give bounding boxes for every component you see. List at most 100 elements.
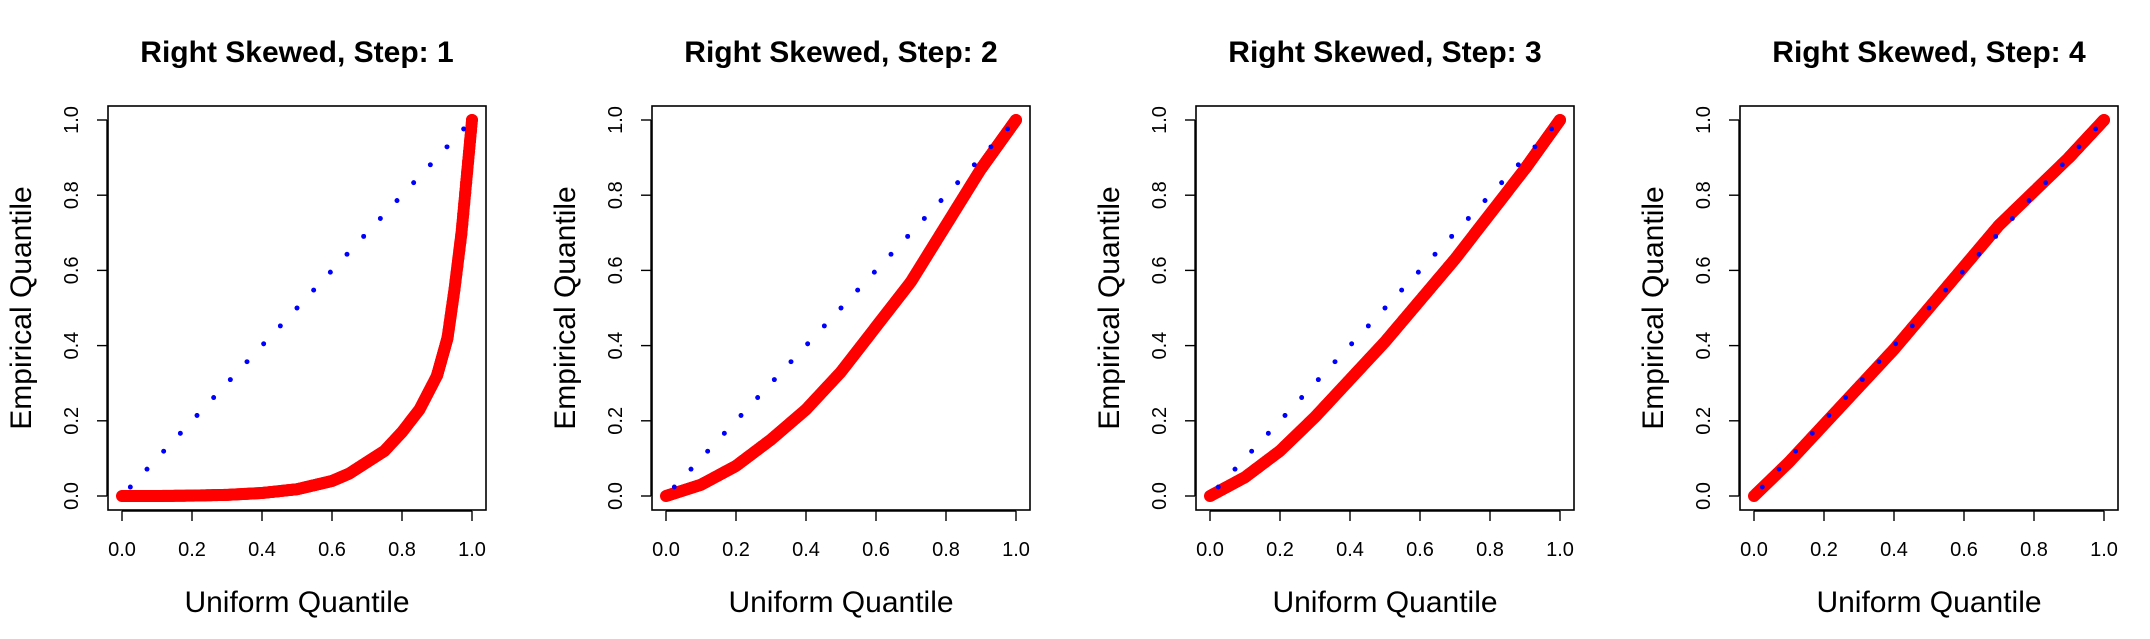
reference-dot-overlay: [1759, 484, 1765, 490]
y-tick-label: 1.0: [61, 106, 83, 134]
reference-dot-overlay: [1876, 359, 1882, 365]
reference-dot-overlay: [705, 448, 711, 454]
reference-dot-overlay: [1809, 430, 1815, 436]
reference-dot-overlay: [1976, 251, 1982, 257]
reference-dot-overlay: [1549, 126, 1555, 132]
chart-title: Right Skewed, Step: 2: [684, 36, 997, 69]
x-tick-label: 0.6: [862, 539, 890, 561]
y-tick-label: 0.2: [605, 407, 627, 435]
reference-dot-overlay: [444, 144, 450, 150]
reference-dot-overlay: [721, 430, 727, 436]
reference-dot-overlay: [938, 198, 944, 203]
data-point: [466, 114, 478, 126]
y-tick-label: 0.6: [1693, 256, 1715, 284]
reference-dot-overlay: [871, 269, 877, 275]
y-tick-label: 0.0: [1149, 482, 1171, 510]
y-tick-label: 0.2: [61, 407, 83, 435]
reference-dot-overlay: [1432, 251, 1438, 257]
reference-dot-overlay: [177, 430, 183, 436]
x-tick-label: 0.6: [1406, 539, 1434, 561]
y-tick-label: 0.8: [605, 181, 627, 209]
y-tick-label: 0.4: [605, 332, 627, 360]
x-tick-label: 0.2: [722, 539, 750, 561]
reference-dot-overlay: [461, 126, 467, 132]
reference-dot-overlay: [2043, 180, 2049, 186]
reference-dot-overlay: [394, 198, 400, 203]
chart-title: Right Skewed, Step: 4: [1772, 36, 2086, 69]
plot-frame: [651, 105, 1031, 511]
y-tick-label: 0.2: [1149, 407, 1171, 435]
reference-dot-overlay: [1926, 305, 1932, 311]
reference-dot-overlay: [211, 395, 217, 400]
reference-dot-overlay: [905, 233, 911, 239]
y-tick-label: 0.8: [1149, 181, 1171, 209]
reference-dot-overlay: [888, 251, 894, 257]
reference-dot-overlay: [2026, 198, 2032, 203]
x-tick-label: 0.0: [108, 539, 136, 561]
reference-dot-overlay: [1215, 484, 1221, 490]
reference-dot-overlay: [327, 269, 333, 275]
plot-frame: [107, 105, 487, 511]
x-tick-label: 0.4: [1336, 539, 1364, 561]
y-tick-label: 0.2: [1693, 407, 1715, 435]
y-tick-label: 1.0: [605, 106, 627, 134]
reference-dot-overlay: [1859, 377, 1865, 383]
x-tick-label: 0.2: [1810, 539, 1838, 561]
reference-dot-overlay: [1959, 269, 1965, 275]
reference-dot-overlay: [1415, 269, 1421, 275]
y-tick-label: 0.6: [1149, 256, 1171, 284]
reference-dot-overlay: [411, 180, 417, 186]
x-axis-label: Uniform Quantile: [728, 586, 953, 619]
panel-2: Right Skewed, Step: 2 0.0 0.2 0.4 0.6 0.8 1.0 U…: [549, 36, 1031, 619]
chart-title: Right Skewed, Step: 1: [140, 36, 453, 69]
y-axis-label: Empirical Quantile: [1637, 186, 1670, 429]
reference-dot-overlay: [955, 180, 961, 186]
reference-dot-overlay: [344, 251, 350, 257]
reference-dot-overlay: [294, 305, 300, 311]
y-tick-label: 0.4: [1693, 332, 1715, 360]
x-tick-label: 0.8: [932, 539, 960, 561]
y-tick-label: 0.6: [605, 256, 627, 284]
reference-dot-overlay: [1299, 395, 1305, 400]
reference-dot-overlay: [838, 305, 844, 311]
reference-dot-overlay: [261, 341, 267, 347]
reference-dot-overlay: [2009, 216, 2015, 221]
reference-dot-overlay: [1793, 448, 1799, 454]
reference-dot-overlay: [1993, 233, 1999, 239]
reference-dot-overlay: [1365, 323, 1371, 329]
x-tick-label: 0.2: [1266, 539, 1294, 561]
x-tick-label: 0.4: [248, 539, 276, 561]
x-tick-label: 0.0: [1196, 539, 1224, 561]
y-axis-label: Empirical Quantile: [1093, 186, 1126, 429]
reference-dot-overlay: [1282, 413, 1288, 418]
reference-dot-overlay: [788, 359, 794, 365]
reference-dot-overlay: [127, 484, 133, 490]
x-tick-label: 0.6: [1950, 539, 1978, 561]
x-tick-label: 0.2: [178, 539, 206, 561]
reference-dot-overlay: [311, 287, 317, 293]
reference-dot-overlay: [1382, 305, 1388, 311]
x-axis-label: Uniform Quantile: [1816, 586, 2041, 619]
reference-dot-overlay: [2059, 162, 2065, 168]
reference-dot-overlay: [1349, 341, 1355, 347]
reference-dot-overlay: [805, 341, 811, 347]
reference-dot-overlay: [1776, 466, 1782, 472]
reference-dot-overlay: [227, 377, 233, 383]
y-tick-label: 0.0: [605, 482, 627, 510]
x-tick-label: 0.4: [1880, 539, 1908, 561]
y-tick-label: 0.8: [1693, 181, 1715, 209]
reference-dot-overlay: [921, 216, 927, 221]
reference-dot-overlay: [1515, 162, 1521, 168]
y-tick-label: 0.0: [1693, 482, 1715, 510]
reference-dot-overlay: [1399, 287, 1405, 293]
reference-dot-overlay: [771, 377, 777, 383]
reference-dot-overlay: [1265, 430, 1271, 436]
y-tick-label: 0.0: [61, 482, 83, 510]
y-tick-label: 0.4: [61, 332, 83, 360]
data-point: [1010, 114, 1022, 126]
reference-dot-overlay: [1843, 395, 1849, 400]
reference-dot-overlay: [755, 395, 761, 400]
reference-dot-overlay: [1249, 448, 1255, 454]
reference-dot-overlay: [971, 162, 977, 168]
reference-dot-overlay: [1449, 233, 1455, 239]
